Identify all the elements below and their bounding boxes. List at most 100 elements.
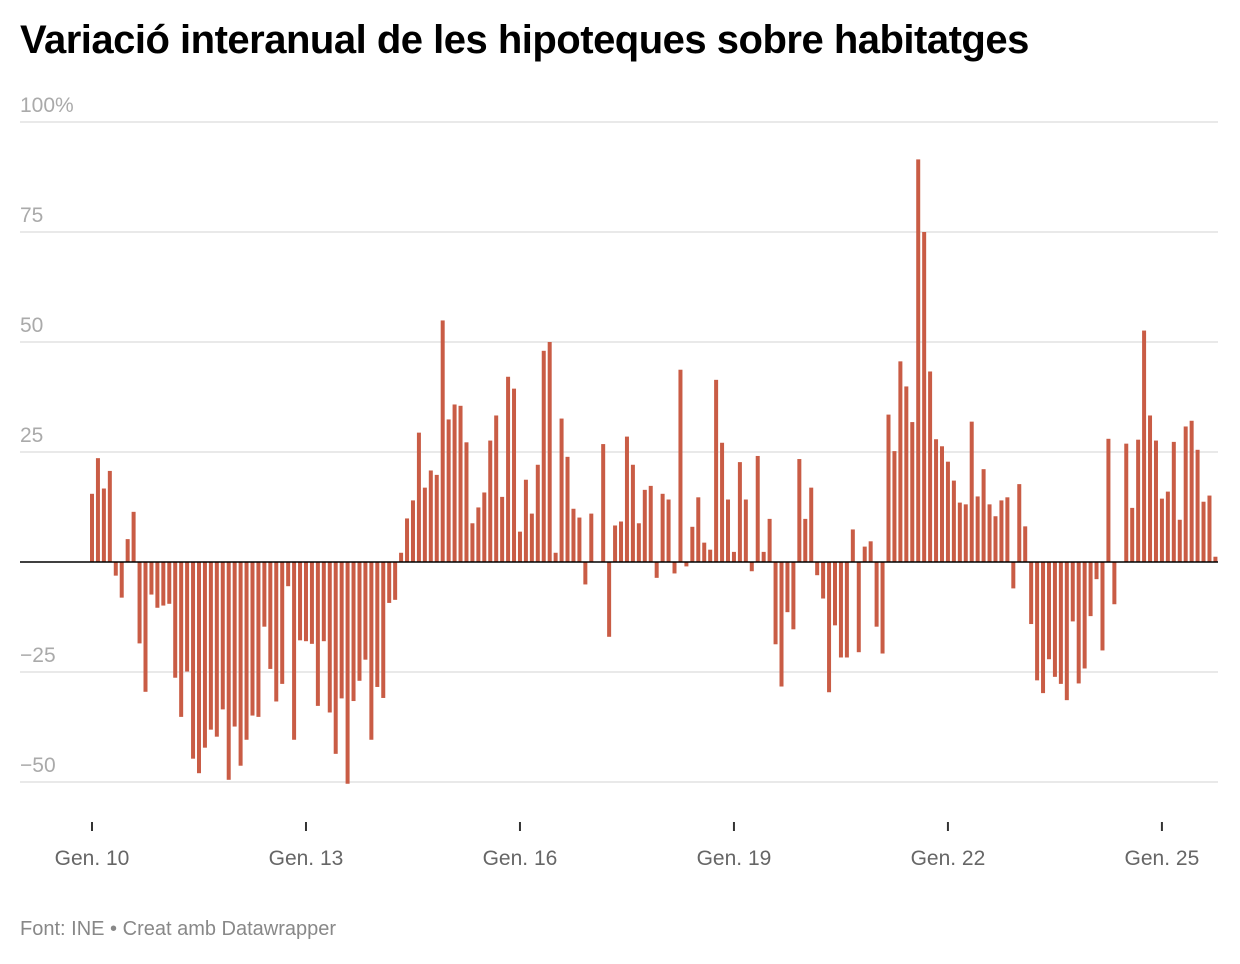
bar-2011-07 (196, 562, 201, 774)
bar-2025-05 (1183, 426, 1188, 562)
bar-2020-08 (844, 562, 849, 658)
bar-2012-05 (256, 562, 261, 717)
bar-2011-01 (161, 562, 166, 606)
bar-2013-02 (309, 562, 314, 644)
bar-2022-03 (957, 502, 962, 562)
bar-2021-05 (898, 361, 903, 562)
bar-2018-09 (708, 549, 713, 562)
bar-2013-07 (339, 562, 344, 699)
bar-2019-04 (749, 562, 754, 572)
bar-2010-10 (143, 562, 148, 692)
bar-2017-03 (601, 444, 606, 562)
bar-2013-09 (351, 562, 356, 702)
bars (90, 159, 1218, 784)
bar-2023-09 (1064, 562, 1069, 701)
bar-2017-08 (630, 464, 635, 562)
bar-2025-04 (1177, 519, 1182, 562)
bar-2019-03 (743, 499, 748, 562)
bar-2020-10 (856, 562, 861, 653)
bar-2014-10 (428, 470, 433, 562)
bar-2016-11 (577, 517, 582, 562)
bar-2016-07 (553, 552, 558, 562)
bar-2011-11 (220, 562, 225, 710)
bar-2023-04 (1035, 562, 1040, 681)
bar-2020-05 (827, 562, 832, 693)
bar-2015-01 (446, 419, 451, 562)
bar-2011-08 (202, 562, 207, 748)
bar-2014-05 (399, 552, 404, 562)
bar-2014-03 (387, 562, 392, 603)
bar-2017-06 (619, 521, 624, 562)
source-text: Font: INE (20, 918, 105, 940)
separator: • (110, 918, 118, 940)
bar-2014-08 (416, 432, 421, 562)
bar-2014-06 (405, 518, 410, 562)
bar-2019-09 (779, 562, 784, 687)
x-tick-label: Gen. 16 (483, 847, 558, 870)
bar-2018-08 (702, 542, 707, 562)
bar-2010-08 (131, 511, 136, 562)
bar-2018-02 (666, 499, 671, 562)
x-tick-label: Gen. 19 (697, 847, 772, 870)
bar-2022-09 (993, 516, 998, 562)
bar-2020-06 (833, 562, 837, 626)
bar-2021-12 (939, 446, 944, 562)
bar-2015-03 (458, 405, 463, 562)
bar-2012-10 (286, 562, 291, 587)
bar-2021-07 (910, 422, 915, 562)
chart-title: Variació interanual de les hipoteques so… (20, 18, 1029, 62)
bar-2019-11 (791, 562, 796, 630)
bar-2025-08 (1201, 501, 1206, 562)
bar-2025-09 (1207, 495, 1212, 562)
bar-2025-02 (1165, 491, 1170, 562)
bar-2023-07 (1052, 562, 1057, 677)
bar-2023-08 (1058, 562, 1063, 684)
bar-2012-12 (298, 562, 303, 641)
bar-2022-05 (969, 421, 974, 562)
bar-2018-07 (696, 497, 701, 562)
bar-2020-12 (868, 541, 873, 562)
bar-2024-03 (1100, 562, 1105, 651)
bar-2020-11 (862, 546, 867, 562)
bar-2024-11 (1148, 415, 1153, 562)
bar-2014-11 (434, 474, 439, 562)
y-tick-label: −50 (20, 754, 56, 777)
bar-2015-05 (470, 523, 475, 562)
bar-2015-06 (476, 507, 481, 562)
bar-2023-03 (1029, 562, 1034, 625)
bar-2017-11 (648, 485, 653, 562)
bar-2016-04 (535, 464, 540, 562)
bar-2025-07 (1195, 449, 1200, 562)
bar-2015-04 (464, 442, 469, 562)
bar-2018-10 (714, 379, 719, 562)
bar-2023-02 (1023, 526, 1028, 562)
bar-2022-10 (999, 500, 1004, 562)
bar-2010-03 (101, 488, 106, 562)
bar-2024-04 (1106, 438, 1111, 562)
bar-2021-09 (922, 232, 927, 562)
bar-2022-04 (963, 504, 968, 562)
y-tick-label: 25 (20, 424, 43, 447)
bar-2018-01 (660, 493, 665, 562)
credit-link[interactable]: Creat amb Datawrapper (122, 918, 337, 940)
bar-2024-07 (1124, 443, 1129, 562)
footer: Font: INE • Creat amb Datawrapper (20, 918, 336, 941)
bar-2012-11 (292, 562, 297, 740)
bar-2014-01 (375, 562, 380, 687)
bar-2024-08 (1130, 507, 1135, 562)
bar-2025-03 (1171, 441, 1176, 562)
bar-2020-01 (803, 518, 808, 562)
bar-2021-02 (880, 562, 885, 654)
bar-2016-03 (529, 513, 534, 562)
bar-2012-03 (244, 562, 249, 740)
bar-2020-02 (809, 487, 814, 562)
y-axis-labels: 100% 75 50 25 −25 −50 (20, 94, 74, 777)
bar-2023-06 (1046, 562, 1051, 660)
bar-2017-10 (642, 489, 647, 562)
bar-2016-05 (541, 350, 546, 562)
bar-2010-01 (90, 493, 94, 562)
bar-2016-09 (565, 456, 570, 562)
bar-2021-03 (886, 414, 891, 562)
bar-2011-06 (191, 562, 196, 759)
